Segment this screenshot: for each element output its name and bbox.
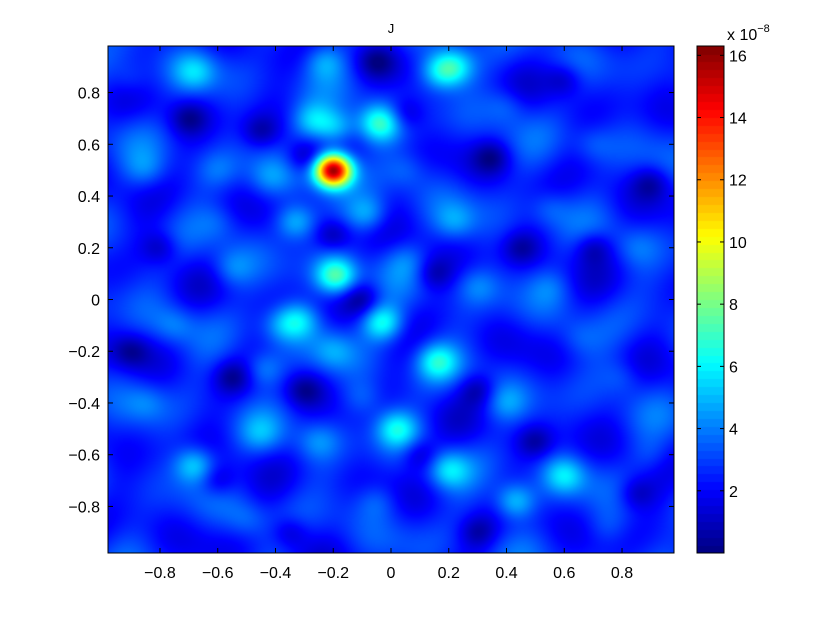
colorbar-tick-label: 6 xyxy=(729,359,738,376)
chart-title: J xyxy=(388,21,395,36)
x-axis: −0.8 −0.6 −0.4 −0.2 0 0.2 0.4 0.6 0.8 xyxy=(144,46,633,582)
colorbar-frame xyxy=(696,45,725,554)
colorbar-tick-label: 12 xyxy=(729,173,747,190)
heatmap-image xyxy=(108,46,674,553)
colorbar-exponent-power: −8 xyxy=(757,23,770,35)
x-tick-label: 0.6 xyxy=(553,565,575,582)
colorbar-gradient xyxy=(697,46,724,553)
x-tick-label: −0.4 xyxy=(260,565,292,582)
y-tick-label: −0.8 xyxy=(68,499,100,516)
x-tick-label: 0 xyxy=(387,565,396,582)
x-tick-label: 0.4 xyxy=(495,565,517,582)
x-tick-label: 0.8 xyxy=(611,565,633,582)
colorbar-tick-label: 16 xyxy=(729,48,747,65)
y-axis: 0.8 0.6 0.4 0.2 0 −0.2 −0.4 −0.6 −0.8 xyxy=(68,86,674,516)
y-tick-label: 0.6 xyxy=(78,137,100,154)
x-tick-label: −0.6 xyxy=(202,565,234,582)
y-tick-label: 0.4 xyxy=(78,189,100,206)
colorbar-tick-label: 14 xyxy=(729,111,747,128)
colorbar: 2 4 6 8 10 12 14 16 x 10−8 xyxy=(696,23,770,554)
colorbar-tick-label: 2 xyxy=(729,484,738,501)
y-tick-label: −0.2 xyxy=(68,344,100,361)
y-tick-label: 0.8 xyxy=(78,86,100,103)
plot-area: −0.8 −0.6 −0.4 −0.2 0 0.2 0.4 0.6 0.8 0.80.60.40… xyxy=(68,45,675,582)
colorbar-axis: 2 4 6 8 10 12 14 16 xyxy=(697,48,747,501)
colorbar-exponent: x 10−8 xyxy=(727,23,770,44)
y-tick-label: 0.2 xyxy=(78,241,100,258)
y-tick-label: −0.6 xyxy=(68,448,100,465)
x-tick-label: 0.2 xyxy=(438,565,460,582)
colorbar-tick-label: 10 xyxy=(729,235,747,252)
x-tick-label: −0.2 xyxy=(317,565,349,582)
x-tick-label: −0.8 xyxy=(144,565,176,582)
y-tick-label: 0 xyxy=(91,293,100,310)
colorbar-tick-label: 8 xyxy=(729,297,738,314)
colorbar-exponent-prefix: x 10 xyxy=(727,27,757,44)
colorbar-tick-label: 4 xyxy=(729,422,738,439)
y-tick-label: −0.4 xyxy=(68,396,100,413)
